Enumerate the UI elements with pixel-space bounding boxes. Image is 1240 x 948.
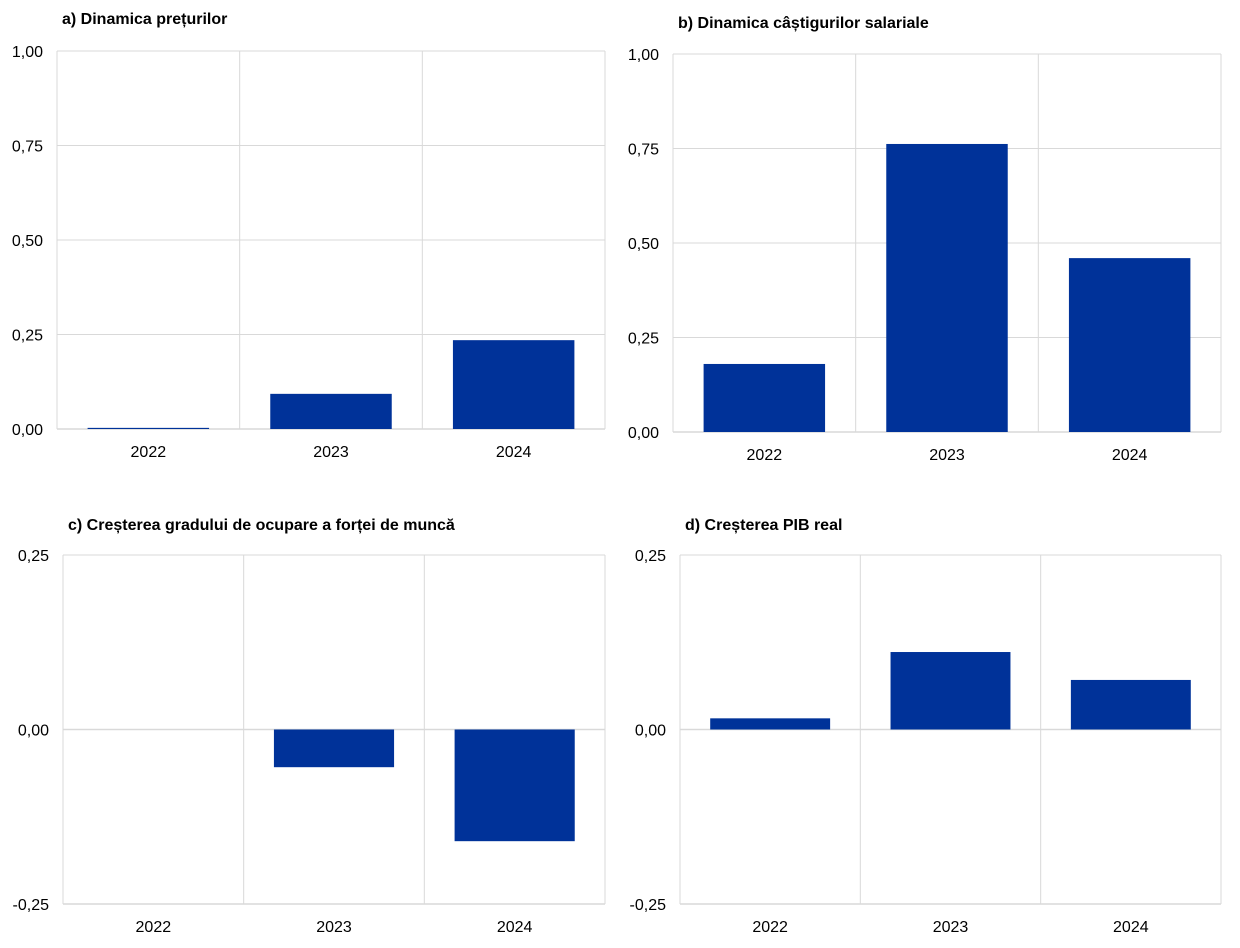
x-tick-label: 2022	[136, 919, 172, 936]
chart-panel-c: c) Creșterea gradului de ocupare a forțe…	[13, 517, 606, 936]
y-tick-label: 0,75	[12, 139, 43, 156]
x-tick-label: 2024	[1112, 447, 1148, 464]
y-tick-label: 0,25	[18, 548, 49, 565]
x-tick-label: 2024	[496, 444, 532, 461]
chart-title: b) Dinamica câștigurilor salariale	[678, 15, 929, 32]
y-tick-label: 0,25	[628, 331, 659, 348]
bar-2023	[273, 729, 395, 768]
y-tick-label: 1,00	[628, 47, 659, 64]
x-tick-label: 2023	[933, 919, 969, 936]
y-tick-label: 0,00	[628, 425, 659, 442]
bar-2022	[87, 427, 210, 429]
bar-2024	[1068, 258, 1191, 432]
x-tick-label: 2024	[1113, 919, 1149, 936]
bar-2024	[454, 729, 575, 842]
y-tick-label: 0,50	[628, 236, 659, 253]
x-tick-label: 2023	[929, 447, 965, 464]
chart-title: a) Dinamica prețurilor	[62, 11, 227, 28]
x-tick-label: 2024	[497, 919, 533, 936]
bar-2024	[452, 340, 575, 429]
y-tick-label: 0,00	[12, 422, 43, 439]
y-tick-label: 0,75	[628, 142, 659, 159]
x-tick-label: 2022	[752, 919, 788, 936]
chart-panel-d: d) Creșterea PIB real -0,25 0,00 0,25 2022 20…	[630, 517, 1222, 936]
bar-2022	[703, 363, 826, 432]
y-tick-label: 0,25	[12, 328, 43, 345]
x-tick-label: 2023	[313, 444, 349, 461]
x-tick-label: 2023	[316, 919, 352, 936]
bar-2023	[270, 393, 392, 429]
bar-2023	[890, 652, 1011, 730]
y-tick-label: 1,00	[12, 44, 43, 61]
x-tick-label: 2022	[747, 447, 783, 464]
bar-2023	[886, 143, 1008, 433]
y-tick-label: 0,25	[635, 548, 666, 565]
y-tick-label: -0,25	[630, 897, 667, 914]
chart-title: d) Creșterea PIB real	[685, 517, 842, 534]
bar-2024	[1070, 679, 1191, 730]
y-tick-label: 0,00	[635, 723, 666, 740]
chart-panel-b: b) Dinamica câștigurilor salariale 0,00 0,…	[628, 15, 1222, 464]
chart-title: c) Creșterea gradului de ocupare a forțe…	[68, 517, 455, 534]
y-tick-label: 0,00	[18, 723, 49, 740]
chart-panel-a: a) Dinamica prețurilor 0,00 0,25 0,50 0,75 1,…	[12, 11, 606, 461]
bar-2022	[710, 718, 831, 730]
y-tick-label: -0,25	[13, 897, 50, 914]
y-tick-label: 0,50	[12, 233, 43, 250]
x-tick-label: 2022	[131, 444, 167, 461]
